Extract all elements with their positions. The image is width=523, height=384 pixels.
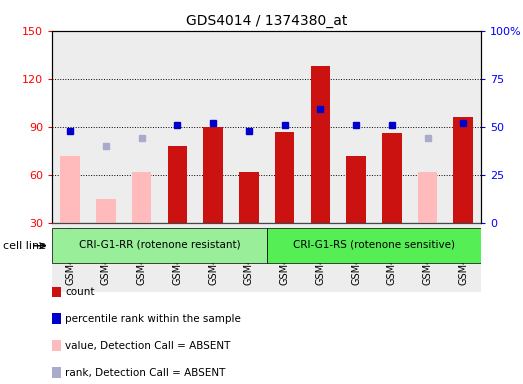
- Bar: [231, 31, 267, 223]
- Bar: [52, 367, 61, 378]
- Text: GSM498441: GSM498441: [173, 226, 183, 285]
- Bar: [338, 31, 374, 223]
- Bar: [231, 223, 267, 292]
- Bar: [267, 31, 302, 223]
- Bar: [124, 31, 160, 223]
- Text: GSM498426: GSM498426: [65, 226, 75, 285]
- Text: GSM498445: GSM498445: [315, 226, 325, 285]
- Bar: [418, 172, 437, 223]
- Bar: [374, 223, 410, 292]
- Bar: [338, 223, 374, 292]
- Bar: [302, 223, 338, 292]
- Bar: [160, 31, 195, 223]
- Bar: [311, 66, 330, 223]
- Bar: [52, 340, 61, 351]
- Bar: [410, 223, 446, 292]
- Text: GSM498444: GSM498444: [280, 226, 290, 285]
- Bar: [453, 117, 473, 223]
- Bar: [60, 156, 80, 223]
- Text: GSM498442: GSM498442: [208, 226, 218, 285]
- Bar: [52, 31, 88, 223]
- Text: GSM498427: GSM498427: [101, 226, 111, 285]
- Bar: [267, 223, 302, 292]
- Text: GSM498428: GSM498428: [137, 226, 146, 285]
- Bar: [167, 146, 187, 223]
- Bar: [88, 31, 124, 223]
- Bar: [410, 31, 446, 223]
- Bar: [203, 127, 223, 223]
- Bar: [446, 223, 481, 292]
- Bar: [275, 132, 294, 223]
- Title: GDS4014 / 1374380_at: GDS4014 / 1374380_at: [186, 14, 347, 28]
- Bar: [96, 199, 116, 223]
- Bar: [374, 31, 410, 223]
- Bar: [195, 31, 231, 223]
- Text: count: count: [65, 287, 95, 297]
- Bar: [132, 172, 152, 223]
- Text: cell line: cell line: [3, 241, 46, 251]
- Text: value, Detection Call = ABSENT: value, Detection Call = ABSENT: [65, 341, 231, 351]
- Bar: [52, 223, 88, 292]
- Text: GSM498443: GSM498443: [244, 226, 254, 285]
- Bar: [160, 223, 195, 292]
- Text: GSM498447: GSM498447: [387, 226, 397, 285]
- Text: CRI-G1-RR (rotenone resistant): CRI-G1-RR (rotenone resistant): [78, 240, 241, 250]
- Text: CRI-G1-RS (rotenone sensitive): CRI-G1-RS (rotenone sensitive): [293, 240, 455, 250]
- Text: GSM498446: GSM498446: [351, 226, 361, 285]
- Bar: [446, 31, 481, 223]
- Text: percentile rank within the sample: percentile rank within the sample: [65, 314, 241, 324]
- Text: GSM498449: GSM498449: [458, 226, 468, 285]
- Bar: [302, 31, 338, 223]
- FancyBboxPatch shape: [52, 228, 267, 263]
- FancyBboxPatch shape: [267, 228, 481, 263]
- Bar: [382, 133, 402, 223]
- Bar: [195, 223, 231, 292]
- Bar: [239, 172, 259, 223]
- Bar: [124, 223, 160, 292]
- Text: GSM498448: GSM498448: [423, 226, 433, 285]
- Bar: [52, 313, 61, 324]
- Text: rank, Detection Call = ABSENT: rank, Detection Call = ABSENT: [65, 367, 225, 377]
- Bar: [346, 156, 366, 223]
- Bar: [88, 223, 124, 292]
- Bar: [52, 286, 61, 297]
